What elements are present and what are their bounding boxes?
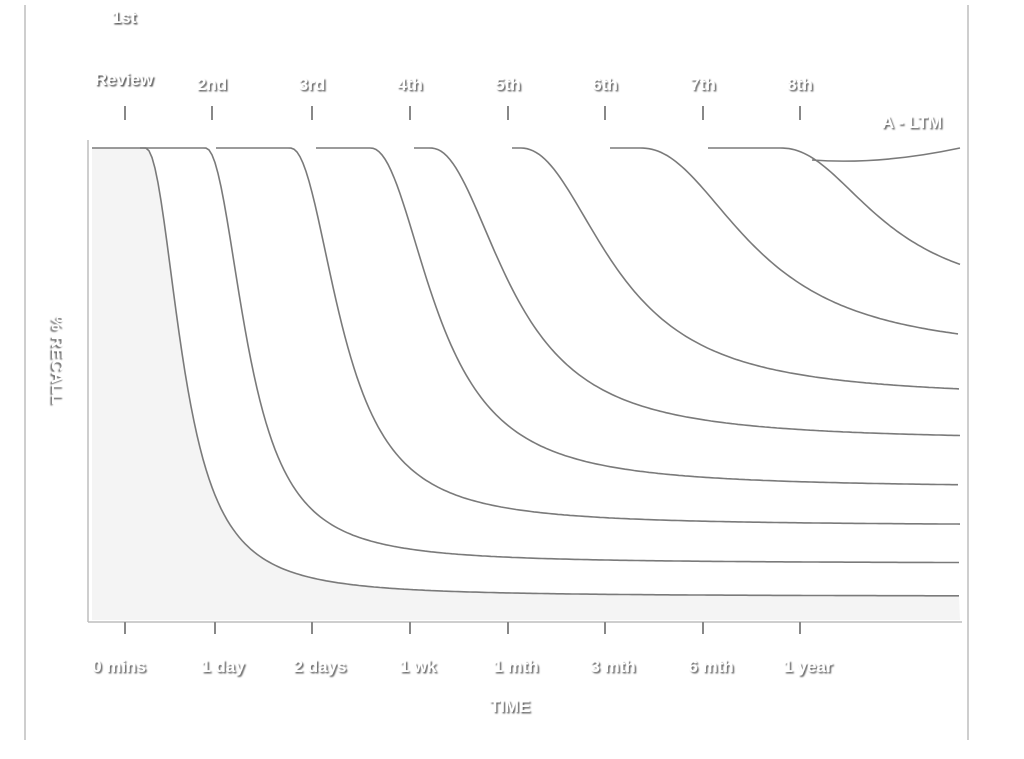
ltm-curve — [811, 147, 961, 162]
x-tick-label: 1 year — [783, 657, 833, 676]
x-tick-label: 2 days — [294, 657, 347, 676]
retention-curve-1 — [92, 147, 959, 597]
retention-curve-5 — [414, 147, 961, 437]
review-label-8: 8th — [787, 75, 813, 94]
x-tick-label: 6 mth — [688, 657, 733, 676]
x-tick-label: 0 mins — [92, 657, 146, 676]
retention-curve-7 — [610, 147, 959, 335]
review-label-4: 4th — [397, 75, 423, 94]
x-tick-label: 1 wk — [400, 657, 437, 676]
retention-area-1 — [92, 148, 960, 620]
x-tick-label: 1 mth — [493, 657, 538, 676]
review-label-1: 1st Review — [94, 8, 154, 89]
review-label-3: 3rd — [299, 75, 325, 94]
review-label-7: 7th — [690, 75, 716, 94]
x-axis-title: TIME — [490, 697, 531, 716]
ltm-label: A - LTM — [882, 113, 942, 132]
retention-curve-2 — [140, 147, 959, 564]
retention-curve-6 — [512, 147, 960, 390]
review-label-2: 2nd — [197, 75, 227, 94]
retention-curve-3 — [216, 147, 961, 525]
review-label-5: 5th — [495, 75, 521, 94]
y-axis-title: % RECALL — [48, 316, 67, 405]
retention-curve-4 — [316, 147, 958, 486]
x-tick-label: 3 mth — [590, 657, 635, 676]
x-tick-label: 1 day — [201, 657, 245, 676]
review-label-6: 6th — [592, 75, 618, 94]
retention-curve-8 — [708, 147, 961, 266]
